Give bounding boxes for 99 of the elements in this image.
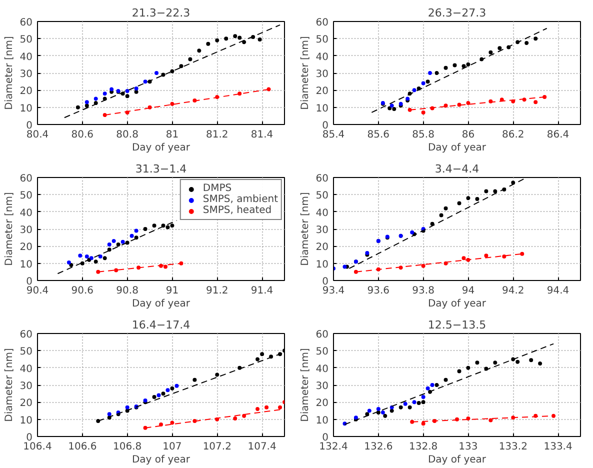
y-tick-label: 10 <box>20 415 33 426</box>
y-tick-label: 0 <box>26 432 33 444</box>
y-tick-label: 20 <box>20 86 33 98</box>
x-tick-label: 94.2 <box>502 286 524 296</box>
y-tick-label: 30 <box>316 225 329 236</box>
y-tick-label: 60 <box>20 174 33 184</box>
y-tick-label: 30 <box>20 225 33 236</box>
y-tick-label: 60 <box>316 330 329 340</box>
y-axis-title: Diameter [nm] <box>300 192 311 266</box>
x-tick-label: 94.4 <box>546 286 570 296</box>
y-tick-label: 20 <box>316 398 329 410</box>
y-tick-label: 30 <box>20 381 33 392</box>
y-tick-label: 10 <box>316 103 329 114</box>
y-tick-label: 60 <box>20 330 33 340</box>
y-axis-title: Diameter [nm] <box>4 192 15 266</box>
x-tick-label: 107 <box>162 442 182 452</box>
x-tick-label: 132.4 <box>319 442 348 452</box>
y-tick-label: 40 <box>316 52 329 63</box>
y-axis-title: Diameter [nm] <box>300 348 311 422</box>
x-tick-label: 91.2 <box>206 286 228 296</box>
chart-title: 31.3−1.4 <box>135 162 187 176</box>
x-tick-label: 81 <box>166 130 179 140</box>
y-tick-label: 50 <box>20 190 33 202</box>
y-tick-label: 0 <box>322 276 329 288</box>
x-tick-label: 86.2 <box>502 130 524 140</box>
chart-title: 12.5−13.5 <box>428 318 486 332</box>
y-tick-label: 40 <box>316 208 329 219</box>
x-axis-title: Day of year <box>428 298 487 310</box>
x-tick-label: 86 <box>462 130 475 140</box>
y-tick-label: 20 <box>316 242 329 254</box>
y-tick-label: 50 <box>20 346 33 358</box>
y-tick-label: 10 <box>316 259 329 270</box>
x-tick-label: 93.8 <box>412 286 434 296</box>
y-axis-title: Diameter [nm] <box>300 36 311 110</box>
legend-label: SMPS, heated <box>202 205 272 216</box>
y-tick-label: 20 <box>316 86 329 98</box>
x-tick-label: 91.4 <box>250 286 274 296</box>
x-tick-label: 85.8 <box>412 130 434 140</box>
legend-label: SMPS, ambient <box>202 194 278 205</box>
y-tick-label: 60 <box>316 18 329 28</box>
y-tick-label: 20 <box>20 398 33 410</box>
y-axis-title: Diameter [nm] <box>4 36 15 110</box>
y-tick-label: 50 <box>316 34 329 46</box>
x-tick-label: 133.2 <box>498 442 528 452</box>
y-tick-label: 60 <box>20 18 33 28</box>
chart-title: 26.3−27.3 <box>428 6 486 20</box>
x-tick-label: 85.6 <box>367 130 390 140</box>
y-tick-label: 40 <box>316 364 329 375</box>
y-tick-label: 60 <box>316 174 329 184</box>
chart-title: 21.3−22.3 <box>132 6 190 20</box>
x-tick-label: 80.8 <box>116 130 138 140</box>
x-tick-label: 80.4 <box>26 130 49 140</box>
x-axis-title: Day of year <box>132 142 191 154</box>
y-axis-title: Diameter [nm] <box>4 348 15 422</box>
x-tick-label: 93.4 <box>322 286 345 296</box>
x-tick-label: 94 <box>462 286 475 296</box>
x-tick-label: 106.8 <box>113 442 142 452</box>
y-tick-label: 0 <box>322 120 329 132</box>
x-tick-label: 90.6 <box>71 286 94 296</box>
y-tick-label: 50 <box>316 190 329 202</box>
x-tick-label: 132.6 <box>364 442 393 452</box>
y-tick-label: 30 <box>316 69 329 80</box>
x-tick-label: 93.6 <box>367 286 390 296</box>
y-tick-label: 50 <box>316 346 329 358</box>
x-tick-label: 90.8 <box>116 286 138 296</box>
y-tick-label: 50 <box>20 34 33 46</box>
legend-label: DMPS <box>202 183 232 194</box>
x-tick-label: 86.4 <box>546 130 570 140</box>
y-tick-label: 20 <box>20 242 33 254</box>
y-tick-label: 30 <box>316 381 329 392</box>
x-tick-label: 107.2 <box>202 442 232 452</box>
x-tick-label: 107.4 <box>248 442 276 452</box>
x-tick-label: 91 <box>166 286 179 296</box>
chart-title: 16.4−17.4 <box>132 318 190 332</box>
x-axis-title: Day of year <box>132 298 191 310</box>
x-tick-label: 133 <box>458 442 478 452</box>
x-tick-label: 81.2 <box>206 130 228 140</box>
x-tick-label: 80.6 <box>71 130 94 140</box>
x-axis-title: Day of year <box>428 142 487 154</box>
x-axis-title: Day of year <box>428 454 487 466</box>
y-tick-label: 40 <box>20 208 33 219</box>
y-tick-label: 40 <box>20 364 33 375</box>
y-tick-label: 40 <box>20 52 33 63</box>
x-tick-label: 90.4 <box>26 286 49 296</box>
x-tick-label: 133.4 <box>544 442 572 452</box>
y-tick-label: 0 <box>322 432 329 444</box>
y-tick-label: 0 <box>26 276 33 288</box>
y-tick-label: 10 <box>316 415 329 426</box>
y-tick-label: 0 <box>26 120 33 132</box>
x-axis-title: Day of year <box>132 454 191 466</box>
x-tick-label: 85.4 <box>322 130 345 140</box>
x-tick-label: 106.4 <box>23 442 52 452</box>
chart-title: 3.4−4.4 <box>434 162 480 176</box>
y-tick-label: 10 <box>20 103 33 114</box>
x-tick-label: 132.8 <box>409 442 438 452</box>
y-tick-label: 10 <box>20 259 33 270</box>
x-tick-label: 106.6 <box>68 442 97 452</box>
x-tick-label: 81.4 <box>250 130 274 140</box>
y-tick-label: 30 <box>20 69 33 80</box>
